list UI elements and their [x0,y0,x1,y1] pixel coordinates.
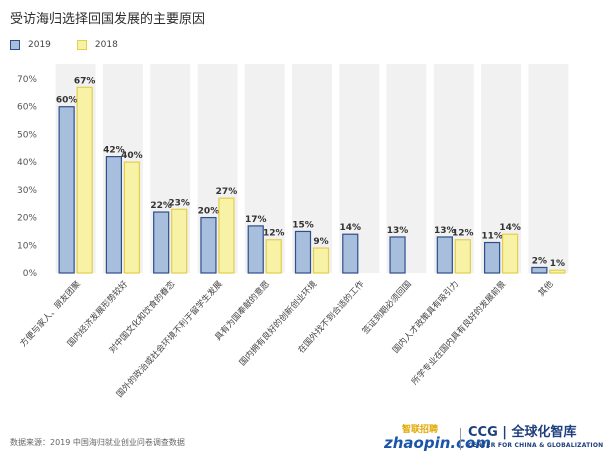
data-label-2019: 11% [481,232,503,242]
legend-item-2019: 2019 [10,40,51,50]
data-label-2018: 40% [121,151,143,161]
x-tick-label: 所学专业在国内具有良好的发展前景 [409,279,508,387]
ccg-logo: CCG | 全球化智库 CENTER FOR CHINA & GLOBALIZA… [468,425,604,450]
data-label-2018: 1% [550,259,565,269]
data-label-2018: 12% [263,229,285,239]
legend-label-2018: 2018 [94,40,118,50]
bar-2018 [76,86,93,274]
legend-swatch-2018 [76,40,87,50]
bar-2018 [265,239,282,274]
bar-2019 [531,266,548,274]
ccg-logo-main: CCG | 全球化智库 [468,425,577,440]
y-tick-label: 20% [17,214,37,224]
legend-item-2018: 2018 [76,40,118,50]
bar-2018 [549,269,566,274]
bar-2019 [153,211,170,274]
category-band [528,64,569,273]
zhaopin-logo-cn: 智联招聘 [402,425,439,435]
y-tick-label: 30% [17,186,37,196]
bar-2019 [483,241,501,274]
data-label-2019: 13% [387,226,409,236]
bar-2019 [105,156,123,274]
y-tick-label: 40% [17,158,37,168]
x-tick-label: 国外的政治或社会环境不利于留学生发展 [114,278,225,399]
x-tick-label: 其他 [536,278,556,298]
bar-2018 [171,208,188,274]
data-label-2018: 12% [452,229,474,239]
y-tick-label: 60% [17,103,37,113]
bar-2018 [312,247,330,274]
bar-2018 [454,239,471,274]
chart-legend: 2019 2018 [10,40,118,50]
bar-2019 [436,236,453,274]
data-label-2018: 23% [168,198,190,208]
data-label-2018: 27% [216,187,238,197]
chart-title: 受访海归选择回国发展的主要原因 [10,12,206,27]
data-label-2019: 60% [56,96,78,106]
y-tick-label: 70% [17,75,37,85]
zhaopin-logo: 智联招聘 zhaopin.com [384,425,491,451]
data-source-note: 数据来源：2019 中国海归就业创业问卷调查数据 [10,438,185,447]
bar-2019 [389,236,406,274]
y-tick-label: 50% [17,130,37,140]
bar-2019 [58,106,75,274]
bar-2018 [123,161,141,274]
data-label-2019: 13% [434,226,456,236]
bar-2018 [501,233,519,274]
data-label-2019: 22% [150,201,172,211]
y-tick-label: 10% [17,241,37,251]
bar-2019 [294,230,312,274]
data-label-2019: 14% [339,223,361,233]
bar-2019 [342,233,359,274]
data-label-2019: 2% [532,256,547,266]
bar-2018 [218,197,235,274]
logo-divider [460,428,461,450]
data-label-2019: 42% [103,146,125,156]
legend-swatch-2019 [10,40,20,50]
data-label-2018: 9% [313,237,328,247]
data-label-2019: 20% [198,207,220,217]
bar-2019 [200,216,217,274]
data-label-2018: 67% [74,76,96,86]
x-tick-label: 国内拥有良好的创新创业环境 [237,278,319,368]
y-tick-label: 0% [23,269,38,279]
x-tick-label: 签证到期必须回国 [360,279,414,337]
data-label-2019: 15% [292,220,314,230]
data-label-2018: 14% [499,223,521,233]
zhaopin-logo-en: zhaopin.com [384,434,491,452]
bar-2019 [247,225,264,274]
data-label-2019: 17% [245,215,267,225]
legend-label-2019: 2019 [28,40,51,50]
ccg-logo-sub: CENTER FOR CHINA & GLOBALIZATION [468,442,604,449]
